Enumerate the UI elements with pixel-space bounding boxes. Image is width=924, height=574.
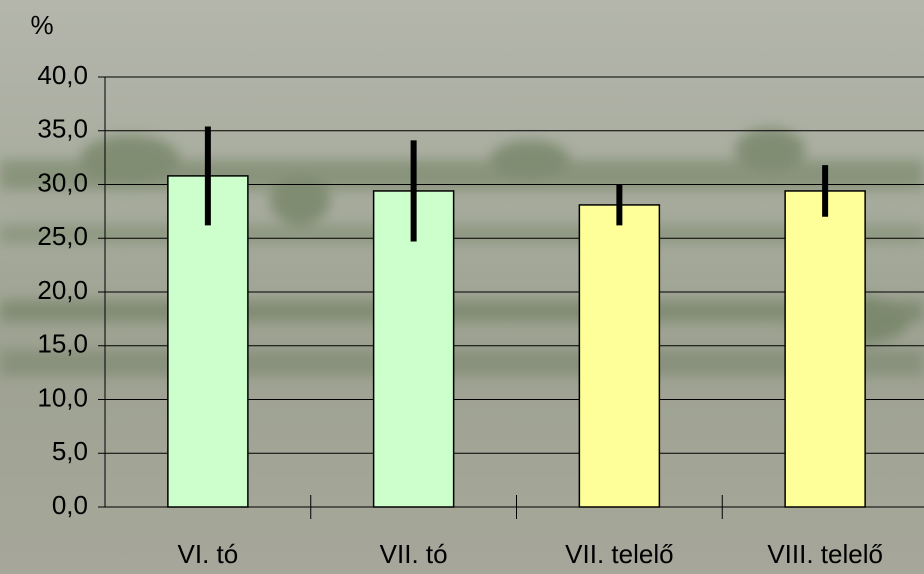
bar <box>578 204 661 508</box>
x-tick-label: VII. telelő <box>565 539 673 569</box>
y-tick-label: 30,0 <box>37 167 88 197</box>
y-tick-label: 40,0 <box>37 60 88 90</box>
y-tick-label: 35,0 <box>37 114 88 144</box>
x-tick-label: VIII. telelő <box>767 539 883 569</box>
y-tick-label: 20,0 <box>37 275 88 305</box>
y-tick-label: 15,0 <box>37 329 88 359</box>
y-tick-label: 10,0 <box>37 382 88 412</box>
x-tick-label: VI. tó <box>178 539 239 569</box>
bar <box>167 175 249 508</box>
bar <box>784 190 866 508</box>
y-axis-label: % <box>30 10 53 40</box>
y-tick-label: 5,0 <box>52 436 88 466</box>
y-tick-label: 0,0 <box>52 490 88 520</box>
y-tick-label: 25,0 <box>37 221 88 251</box>
x-tick-label: VII. tó <box>380 539 448 569</box>
bar <box>372 190 455 508</box>
